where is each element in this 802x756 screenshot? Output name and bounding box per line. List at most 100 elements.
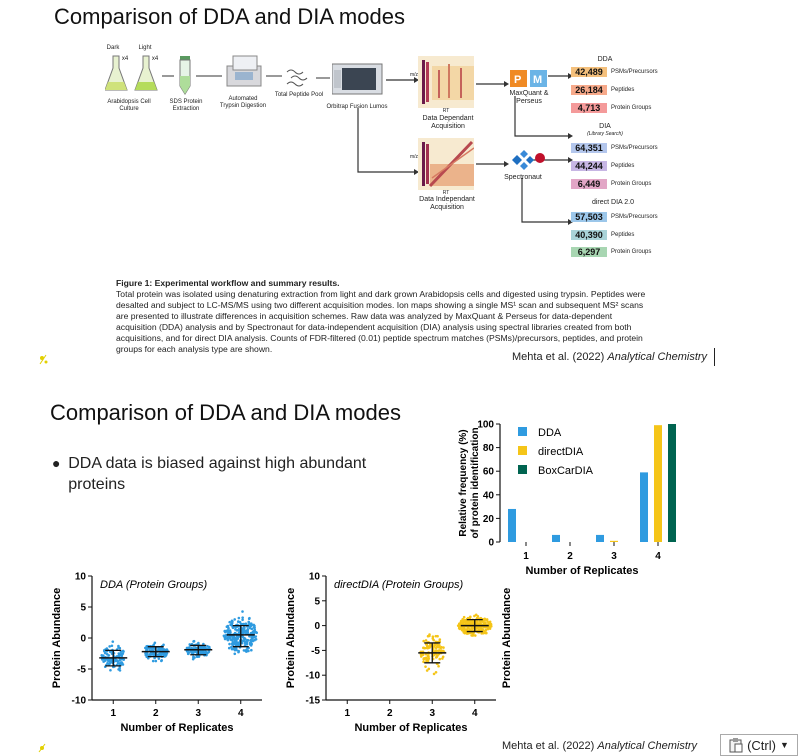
data-point — [160, 659, 164, 662]
data-point — [466, 626, 470, 629]
pen-marker-icon-2[interactable] — [36, 742, 50, 754]
data-point — [425, 646, 429, 650]
data-point — [122, 650, 125, 653]
data-point — [235, 648, 238, 652]
data-point — [243, 638, 246, 641]
data-point — [437, 664, 440, 668]
data-point — [207, 650, 211, 653]
data-point — [118, 666, 122, 670]
data-point — [250, 638, 253, 642]
direct-peptide-label: Peptides — [611, 232, 635, 238]
data-point — [235, 629, 239, 632]
data-point — [425, 669, 429, 672]
legend-swatch-DDA — [518, 427, 527, 436]
data-point — [438, 657, 442, 661]
data-point — [226, 638, 230, 642]
data-point — [246, 629, 249, 632]
data-point — [470, 627, 474, 630]
data-point — [203, 646, 207, 649]
slide1-credit-journal: Analytical Chemistry — [607, 351, 708, 363]
data-point — [479, 627, 483, 630]
data-point — [431, 635, 435, 638]
data-point — [243, 641, 247, 645]
legend-label-DDA: DDA — [538, 427, 562, 439]
data-point — [488, 620, 492, 624]
dda-acq-label: Data Dependant Acquisition — [422, 115, 474, 130]
data-point — [202, 642, 205, 646]
data-point — [252, 626, 256, 629]
data-point — [424, 639, 428, 642]
data-point — [110, 644, 114, 648]
data-point — [251, 631, 255, 635]
data-point — [187, 652, 190, 656]
data-point — [485, 631, 488, 635]
x4-label-a: x4 — [121, 56, 129, 62]
data-point — [422, 639, 426, 643]
mz-label-1: m/z — [410, 72, 419, 78]
dda-psm-box: 42,489 PSMs/Precursors — [571, 67, 658, 77]
data-point — [479, 620, 483, 623]
data-point — [480, 632, 483, 635]
data-point — [197, 641, 200, 645]
data-point — [119, 653, 123, 656]
data-point — [486, 626, 490, 629]
dda-psm-label: PSMs/Precursors — [611, 69, 658, 75]
y-tick-label: -5 — [311, 646, 320, 657]
data-point — [469, 631, 472, 635]
data-point — [230, 647, 234, 651]
data-point — [236, 643, 239, 647]
data-point — [154, 659, 158, 663]
maxquant-label: MaxQuant & Perseus — [509, 90, 549, 105]
x-tick-label: 1 — [110, 708, 116, 719]
direct-protein-box: 6,297 Protein Groups — [571, 247, 651, 257]
data-point — [227, 646, 231, 650]
data-point — [250, 636, 253, 639]
data-point — [108, 645, 111, 648]
direct-protein-value: 6,297 — [571, 247, 607, 257]
spectronaut-icon — [512, 150, 534, 170]
spectronaut-dot-icon — [535, 153, 545, 163]
bar-DDA-4 — [640, 472, 648, 542]
bar-directDIA-4 — [654, 425, 662, 542]
text-cursor — [714, 348, 715, 366]
data-point — [462, 619, 466, 623]
x-tick-label: 3 — [195, 708, 201, 719]
data-point — [427, 667, 431, 671]
figure-caption: Figure 1: Experimental workflow and summ… — [116, 278, 646, 355]
bar-DDA-1 — [508, 508, 516, 542]
y-tick-label: 10 — [309, 572, 321, 583]
data-point — [237, 616, 241, 620]
x-tick-label: 4 — [655, 551, 661, 562]
slide2-title: Comparison of DDA and DIA modes — [50, 400, 401, 425]
data-point — [477, 625, 481, 629]
data-point — [237, 649, 240, 653]
data-point — [247, 620, 251, 624]
data-point — [151, 659, 155, 663]
y-tick-label: 0 — [80, 634, 86, 645]
data-point — [459, 619, 463, 623]
data-point — [223, 634, 227, 638]
x-axis-label: Number of Replicates — [525, 565, 638, 577]
y-tick-label: -10 — [306, 671, 321, 682]
data-point — [442, 646, 445, 649]
data-point — [144, 653, 148, 657]
data-point — [229, 635, 232, 638]
data-point — [241, 610, 244, 613]
mz-label-2: m/z — [410, 154, 419, 160]
pen-marker-icon[interactable] — [36, 352, 50, 368]
data-point — [103, 649, 106, 653]
bullet-dot-icon: ● — [52, 455, 61, 471]
x-tick-label: 3 — [611, 551, 617, 562]
dia-heading: DIA — [599, 123, 611, 130]
data-point — [426, 654, 430, 658]
y-tick-label: 10 — [75, 572, 87, 583]
data-point — [231, 637, 235, 641]
data-point — [230, 622, 233, 626]
data-point — [426, 634, 430, 638]
data-point — [198, 646, 202, 649]
data-point — [489, 625, 493, 628]
paste-options-button[interactable]: (Ctrl) ▼ — [720, 734, 798, 756]
slide2-credit-author: Mehta et al. (2022) — [502, 740, 595, 752]
data-point — [117, 644, 120, 648]
dda-peptide-box: 26,184 Peptides — [571, 85, 634, 95]
